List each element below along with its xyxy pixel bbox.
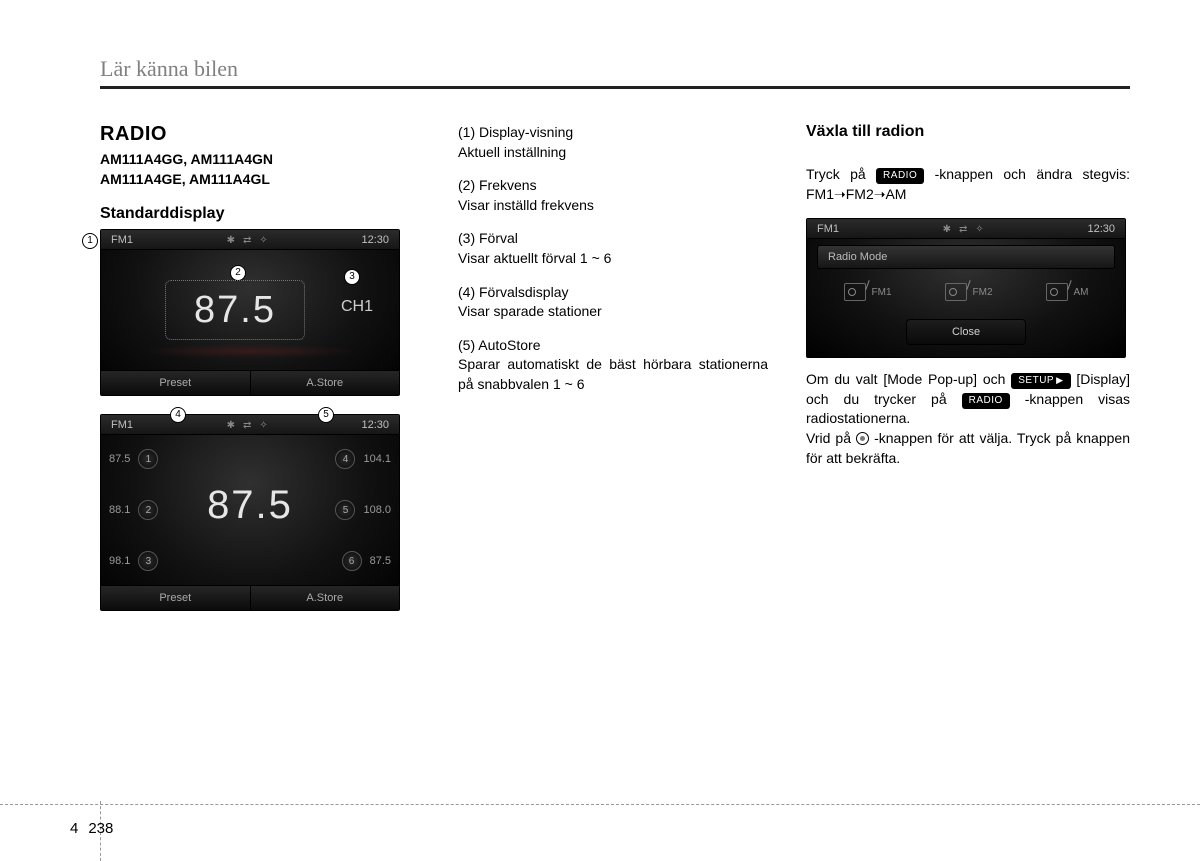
link-icon: ⇄ <box>959 224 967 235</box>
link-icon: ⇄ <box>243 235 251 246</box>
callout-1: 1 <box>82 233 98 249</box>
legend-2-title: (2) Frekvens <box>458 176 768 196</box>
text: Om du valt [Mode Pop-up] och <box>806 371 1011 387</box>
head-rule <box>100 86 1130 89</box>
radio-pill: RADIO <box>876 168 924 184</box>
status-icons: ✱ ⇄ ✧ <box>227 420 268 431</box>
status-icons: ✱ ⇄ ✧ <box>227 235 268 246</box>
radio-icon <box>1046 283 1068 301</box>
figure-1: 1 2 3 4 5 FM1 ✱ ⇄ ✧ 12:30 <box>100 229 420 611</box>
close-button[interactable]: Close <box>906 319 1026 345</box>
preset-freq: 87.5 <box>109 453 130 465</box>
legend-1-body: Aktuell inställning <box>458 143 768 163</box>
radio-screen-2: FM1 ✱ ⇄ ✧ 12:30 87.51 88.12 98.13 <box>100 414 400 611</box>
reflection <box>141 344 359 358</box>
radio-mode-popup: FM1 ✱ ⇄ ✧ 12:30 Radio Mode FM1 FM2 AM <box>806 218 1126 358</box>
knob-icon <box>856 432 869 445</box>
legend-5-body: Sparar automatiskt de bäst hörbara stati… <box>458 355 768 394</box>
switch-to-radio-heading: Växla till radion <box>806 123 1130 141</box>
legend-5-title: (5) AutoStore <box>458 336 768 356</box>
text: Tryck på <box>806 166 876 182</box>
radio-icon <box>844 283 866 301</box>
band-label: FM1 <box>111 234 133 246</box>
preset-freq: 98.1 <box>109 555 130 567</box>
text: Vrid på <box>806 430 856 446</box>
status-bar: FM1 ✱ ⇄ ✧ 12:30 <box>807 219 1125 239</box>
legend-1-title: (1) Display-visning <box>458 123 768 143</box>
band-label: FM1 <box>817 223 839 235</box>
radio-screen-1: FM1 ✱ ⇄ ✧ 12:30 87.5 CH1 <box>100 229 400 396</box>
paragraph-1: Tryck på RADIO -knappen och ändra stegvi… <box>806 165 1130 204</box>
legend-3-body: Visar aktuellt förval 1 ~ 6 <box>458 249 768 269</box>
radio-pill: RADIO <box>962 393 1010 409</box>
bluetooth-icon: ✱ <box>943 224 951 235</box>
standard-display-heading: Standarddisplay <box>100 205 420 223</box>
preset-button[interactable]: Preset <box>101 371 251 395</box>
mode-row: FM1 FM2 AM <box>817 283 1115 301</box>
legend-4-title: (4) Förvalsdisplay <box>458 283 768 303</box>
radio-icon <box>945 283 967 301</box>
frequency-box: 87.5 <box>165 280 305 340</box>
mode-fm2[interactable]: FM2 <box>945 283 993 301</box>
status-icons: ✱ ⇄ ✧ <box>943 224 984 235</box>
bluetooth-icon: ✱ <box>227 235 235 246</box>
preset-num: 4 <box>335 449 355 469</box>
paragraph-3: Vrid på -knappen för att välja. Tryck på… <box>806 429 1130 468</box>
astore-button[interactable]: A.Store <box>251 586 400 610</box>
mode-am[interactable]: AM <box>1046 283 1089 301</box>
frequency-value: 87.5 <box>194 289 276 332</box>
mode-label: FM2 <box>973 287 993 298</box>
preset-row[interactable]: 87.51 <box>109 449 201 469</box>
mode-label: FM1 <box>872 287 892 298</box>
page-num: 238 <box>88 820 113 837</box>
link-icon: ⇄ <box>243 420 251 431</box>
clock: 12:30 <box>361 419 389 431</box>
mode-title: Radio Mode <box>817 245 1115 269</box>
clock: 12:30 <box>361 234 389 246</box>
preset-num: 1 <box>138 449 158 469</box>
preset-num: 3 <box>138 551 158 571</box>
astore-button[interactable]: A.Store <box>251 371 400 395</box>
running-head: Lär känna bilen <box>100 56 1130 82</box>
mute-icon: ✧ <box>259 420 267 431</box>
chapter-number: 4 <box>70 820 78 837</box>
paragraph-2: Om du valt [Mode Pop-up] och SETUP [Disp… <box>806 370 1130 429</box>
setup-pill: SETUP <box>1011 373 1070 389</box>
mute-icon: ✧ <box>259 235 267 246</box>
channel-label: CH1 <box>341 298 373 316</box>
legend-4-body: Visar sparade stationer <box>458 302 768 322</box>
band-label: FM1 <box>111 419 133 431</box>
footer-rule <box>0 804 1200 805</box>
frequency-value: 87.5 <box>101 483 399 528</box>
preset-button[interactable]: Preset <box>101 586 251 610</box>
legend-2-body: Visar inställd frekvens <box>458 196 768 216</box>
section-title: RADIO <box>100 123 420 146</box>
mute-icon: ✧ <box>975 224 983 235</box>
status-bar: FM1 ✱ ⇄ ✧ 12:30 <box>101 415 399 435</box>
preset-freq: 104.1 <box>363 453 391 465</box>
mode-fm1[interactable]: FM1 <box>844 283 892 301</box>
models-line2: AM111A4GE, AM111A4GL <box>100 170 420 190</box>
preset-freq: 87.5 <box>370 555 391 567</box>
preset-row[interactable]: 687.5 <box>299 551 391 571</box>
status-bar: FM1 ✱ ⇄ ✧ 12:30 <box>101 230 399 250</box>
mode-label: AM <box>1074 287 1089 298</box>
preset-row[interactable]: 98.13 <box>109 551 201 571</box>
bluetooth-icon: ✱ <box>227 420 235 431</box>
preset-num: 6 <box>342 551 362 571</box>
preset-row[interactable]: 4 104.1 <box>299 449 391 469</box>
models-line1: AM111A4GG, AM111A4GN <box>100 150 420 170</box>
legend-3-title: (3) Förval <box>458 229 768 249</box>
page-number: 4 238 <box>70 820 113 837</box>
model-numbers: AM111A4GG, AM111A4GN AM111A4GE, AM111A4G… <box>100 150 420 189</box>
clock: 12:30 <box>1087 223 1115 235</box>
